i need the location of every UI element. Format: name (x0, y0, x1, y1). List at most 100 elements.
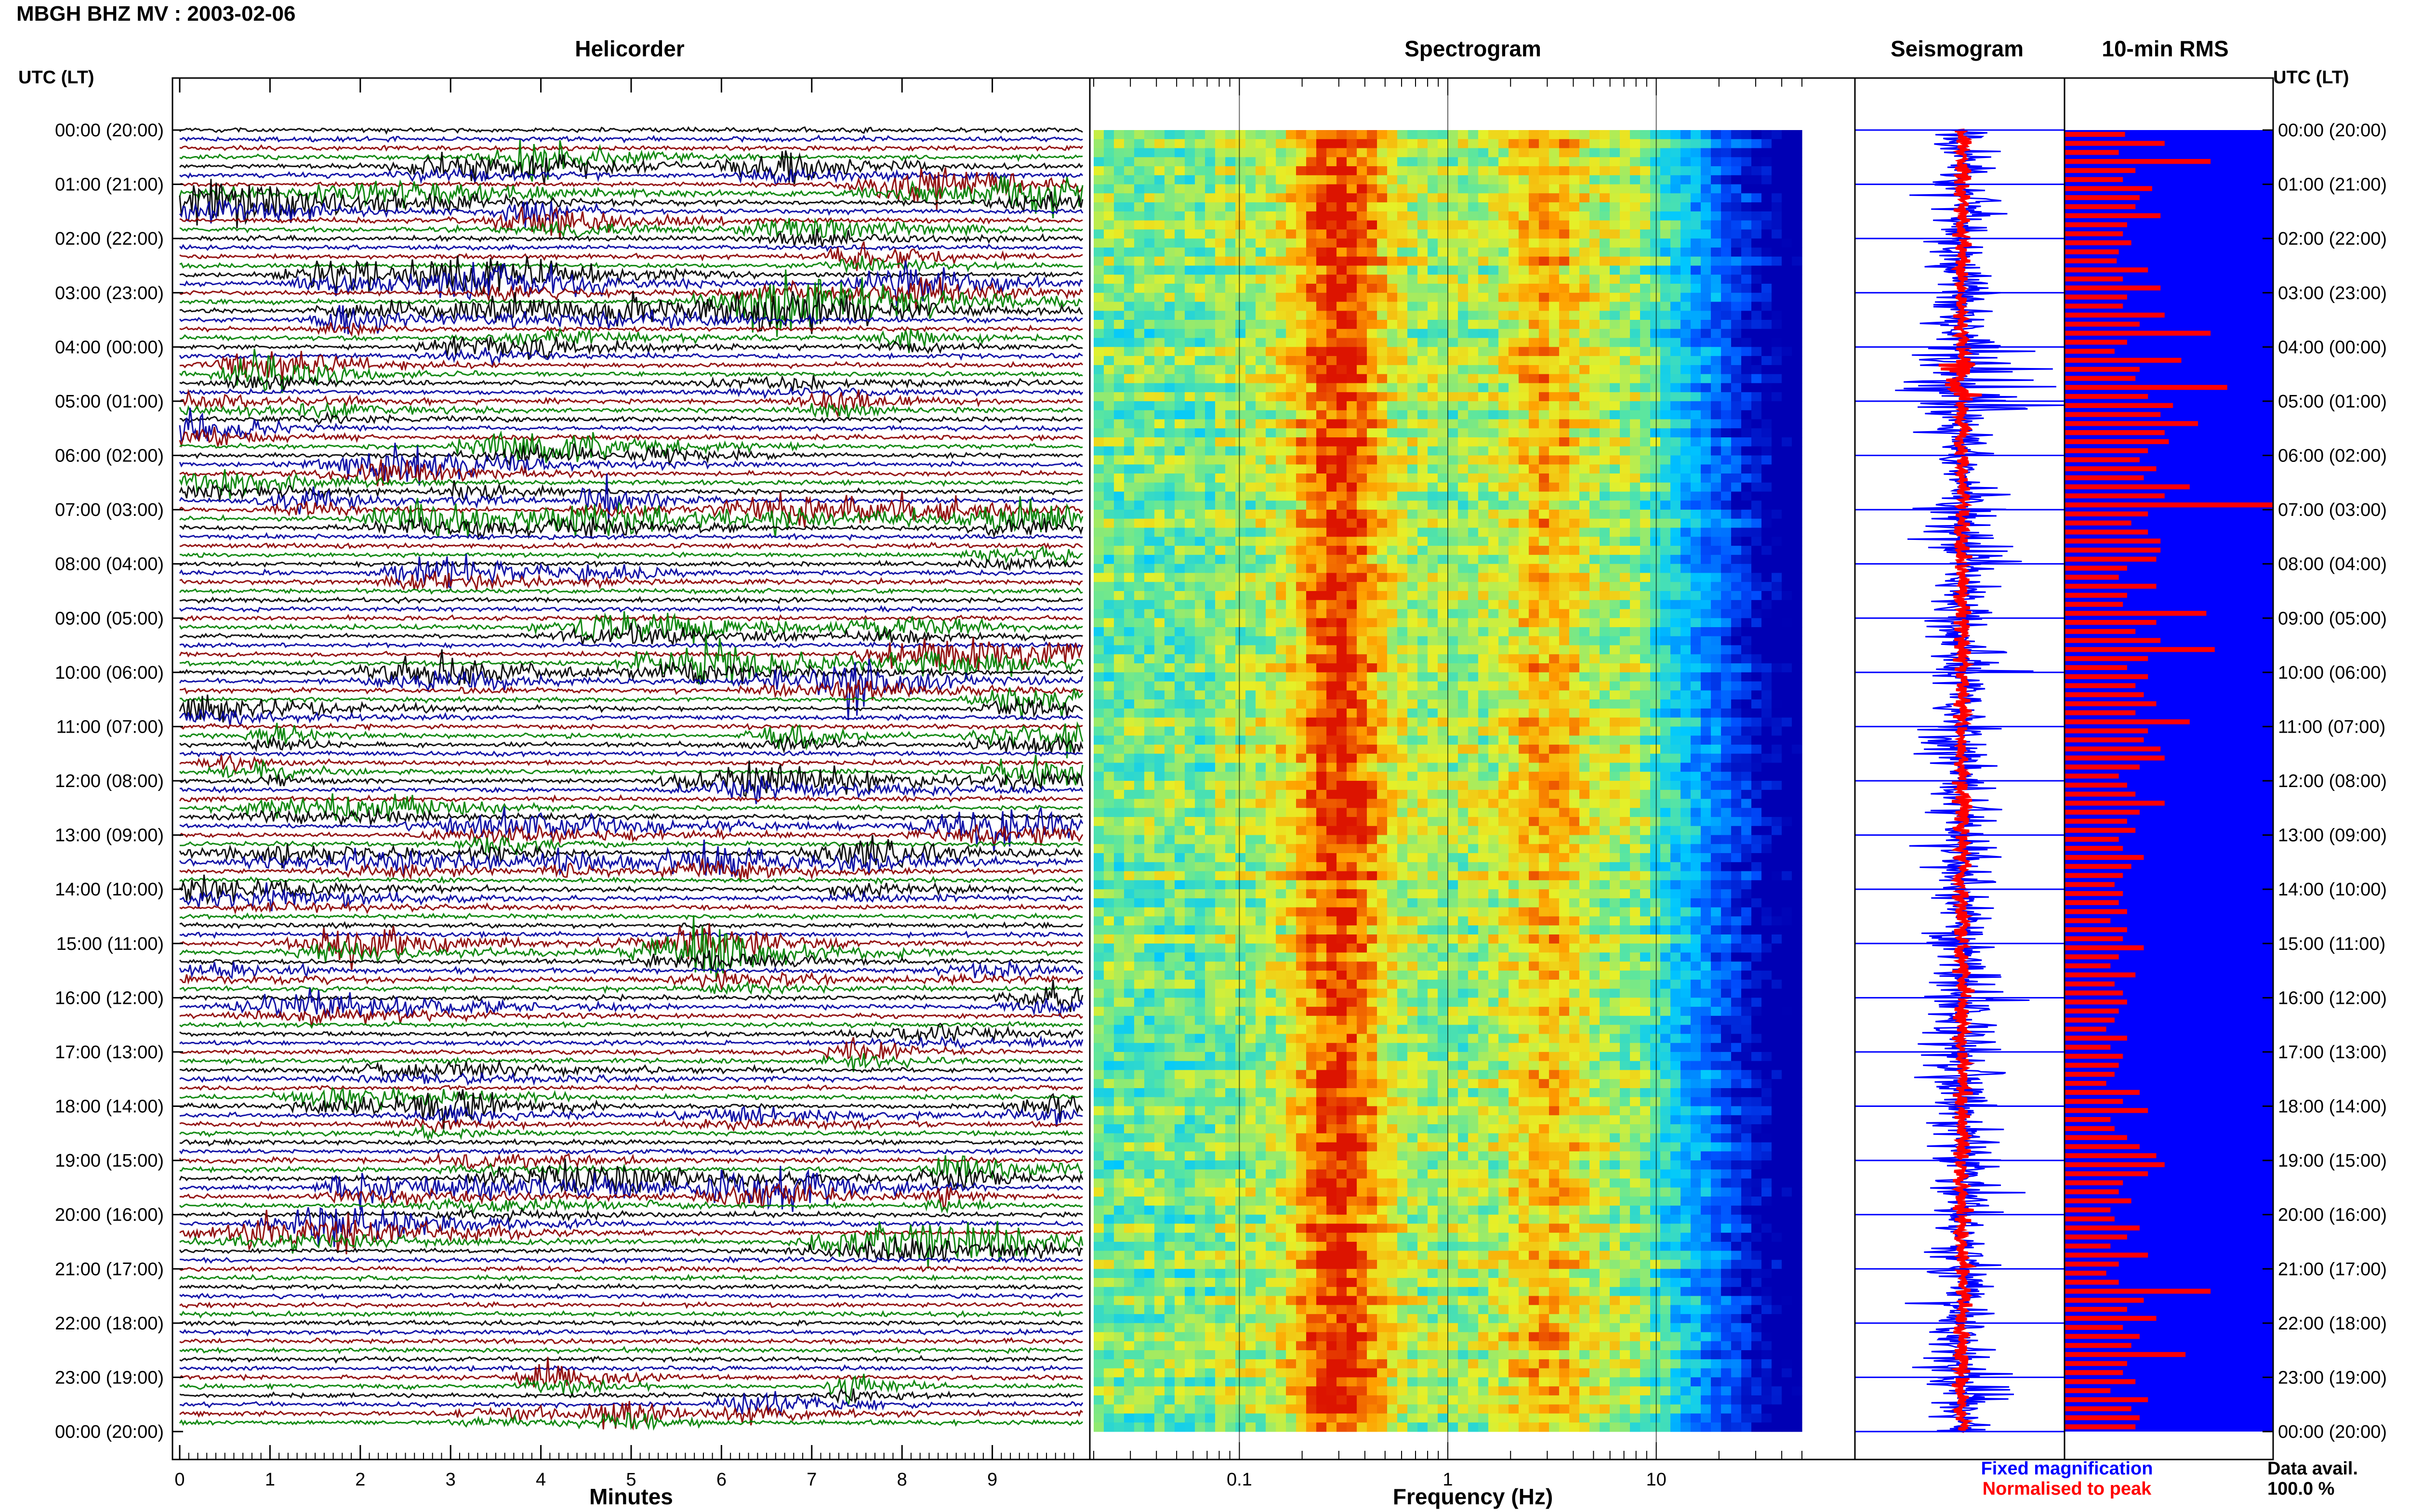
spectrogram-cell (1235, 699, 1246, 709)
spectrogram-cell (1417, 527, 1428, 537)
spectrogram-cell (1721, 437, 1732, 447)
spectrogram-cell (1488, 428, 1499, 438)
spectrogram-cell (1579, 419, 1590, 429)
spectrogram-cell (1417, 365, 1428, 375)
spectrogram-cell (1337, 265, 1347, 275)
spectrogram-cell (1579, 374, 1590, 383)
spectrogram-cell (1205, 365, 1216, 375)
spectrogram-cell (1458, 220, 1469, 230)
spectrogram-cell (1559, 184, 1570, 194)
spectrogram-cell (1245, 329, 1256, 339)
spectrogram-cell (1488, 220, 1499, 230)
spectrogram-cell (1154, 374, 1165, 383)
spectrogram-cell (1539, 184, 1549, 194)
spectrogram-cell (1175, 482, 1185, 492)
spectrogram-cell (1195, 627, 1205, 637)
spectrogram-cell (1195, 338, 1205, 347)
spectrogram-cell (1094, 609, 1104, 618)
spectrogram-cell (1256, 419, 1266, 429)
spectrogram-cell (1519, 256, 1529, 266)
spectrogram-cell (1620, 374, 1630, 383)
spectrogram-cell (1731, 401, 1742, 411)
spectrogram-cell (1357, 329, 1367, 339)
spectrogram-cell (1377, 591, 1388, 601)
helicorder-trace (179, 374, 1083, 393)
spectrogram-cell (1640, 510, 1651, 519)
spectrogram-cell (1175, 302, 1185, 311)
spectrogram-cell (1650, 284, 1661, 293)
spectrogram-cell (1438, 419, 1448, 429)
spectrogram-cell (1094, 573, 1104, 582)
spectrogram-cell (1225, 428, 1236, 438)
spectrogram-cell (1488, 284, 1499, 293)
spectrogram-cell (1640, 311, 1651, 320)
spectrogram-cell (1428, 275, 1438, 284)
spectrogram-cell (1387, 392, 1398, 402)
helicorder-trace (179, 469, 1083, 499)
spectrogram-cell (1630, 329, 1641, 339)
spectrogram-cell (1296, 527, 1307, 537)
spectrogram-cell (1589, 500, 1600, 510)
spectrogram-cell (1256, 527, 1266, 537)
spectrogram-cell (1772, 383, 1782, 393)
spectrogram-cell (1701, 437, 1711, 447)
spectrogram-cell (1337, 690, 1347, 700)
spectrogram-cell (1316, 573, 1327, 582)
spectrogram-cell (1569, 302, 1580, 311)
spectrogram-cell (1498, 157, 1509, 167)
spectrogram-cell (1721, 383, 1732, 393)
spectrogram-cell (1326, 708, 1337, 718)
spectrogram-cell (1407, 446, 1418, 456)
spectrogram-cell (1498, 446, 1509, 456)
spectrogram-cell (1124, 636, 1135, 646)
spectrogram-cell (1448, 564, 1458, 574)
spectrogram-cell (1741, 464, 1752, 474)
spectrogram-cell (1286, 627, 1297, 637)
spectrogram-cell (1782, 446, 1792, 456)
spectrogram-cell (1407, 717, 1418, 727)
spectrogram-cell (1691, 500, 1701, 510)
spectrogram-cell (1124, 247, 1135, 257)
spectrogram-cell (1428, 726, 1438, 736)
spectrogram-cell (1286, 446, 1297, 456)
spectrogram-cell (1094, 202, 1104, 212)
spectrogram-cell (1701, 166, 1711, 176)
spectrogram-cell (1731, 428, 1742, 438)
spectrogram-cell (1792, 609, 1802, 618)
spectrogram-cell (1741, 392, 1752, 402)
spectrogram-cell (1640, 356, 1651, 366)
spectrogram-cell (1276, 736, 1286, 745)
spectrogram-cell (1448, 428, 1458, 438)
spectrogram-cell (1691, 654, 1701, 664)
spectrogram-cell (1387, 564, 1398, 574)
spectrogram-cell (1691, 546, 1701, 555)
spectrogram-cell (1478, 473, 1489, 483)
spectrogram-cell (1620, 419, 1630, 429)
spectrogram-cell (1245, 518, 1256, 528)
spectrogram-cell (1367, 202, 1377, 212)
spectrogram-cell (1417, 437, 1428, 447)
spectrogram-cell (1468, 681, 1479, 691)
spectrogram-cell (1175, 527, 1185, 537)
spectrogram-cell (1225, 645, 1236, 655)
spectrogram-cell (1235, 275, 1246, 284)
spectrogram-cell (1377, 374, 1388, 383)
spectrogram-cell (1185, 401, 1195, 411)
spectrogram-cell (1438, 726, 1448, 736)
spectrogram-cell (1640, 157, 1651, 167)
spectrogram-cell (1498, 609, 1509, 618)
spectrogram-cell (1104, 518, 1114, 528)
spectrogram-cell (1306, 636, 1317, 646)
spectrogram-cell (1215, 419, 1226, 429)
spectrogram-cell (1488, 500, 1499, 510)
spectrogram-cell (1660, 229, 1671, 239)
spectrogram-cell (1691, 284, 1701, 293)
spectrogram-cell (1306, 247, 1317, 257)
spectrogram-cell (1114, 302, 1125, 311)
spectrogram-cell (1397, 320, 1408, 329)
spectrogram-cell (1670, 365, 1681, 375)
utc-label-left: UTC (LT) (18, 67, 94, 88)
spectrogram-cell (1377, 410, 1388, 420)
spectrogram-cell (1337, 202, 1347, 212)
spectrogram-cell (1772, 618, 1782, 628)
